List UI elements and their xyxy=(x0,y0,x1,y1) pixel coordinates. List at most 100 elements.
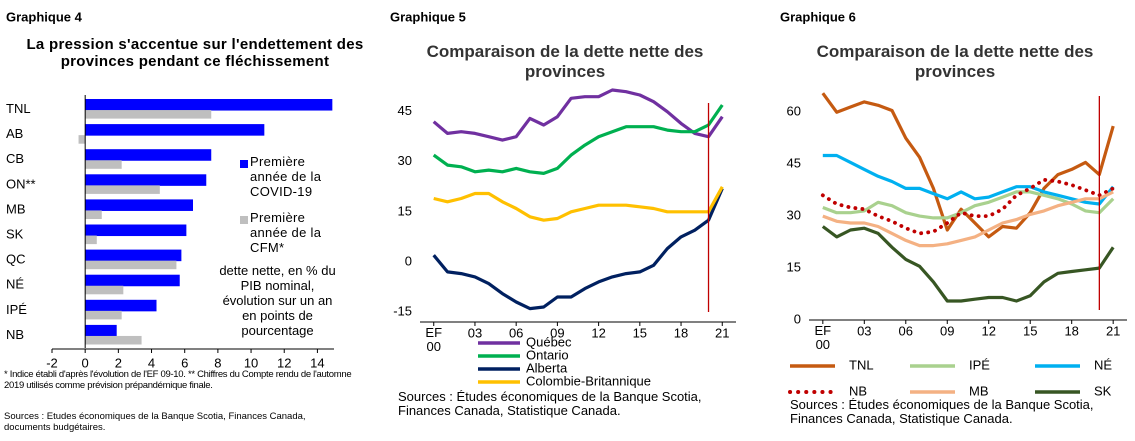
x-tick-label: 6 xyxy=(181,355,188,370)
y-tick-label: 30 xyxy=(787,208,801,223)
legend-label: Ontario xyxy=(526,347,569,362)
bar xyxy=(85,99,333,111)
bar xyxy=(85,249,182,262)
bar xyxy=(85,124,265,136)
bar xyxy=(85,149,212,161)
legend-label-box: Première année de la COVID-19 xyxy=(250,155,321,199)
bar xyxy=(85,199,193,211)
y-tick-label: 0 xyxy=(794,311,801,326)
series-line xyxy=(432,187,724,311)
source: Sources : Études économiques de la Banqu… xyxy=(790,398,1094,427)
category-label: SK xyxy=(6,226,24,241)
legend-label: TNL xyxy=(849,357,874,372)
bar xyxy=(85,285,124,295)
chart-title-box: Comparaison de la dette nette des provin… xyxy=(426,42,704,81)
y-tick-label: 15 xyxy=(398,203,412,218)
source: Sources : Études économiques de la Banqu… xyxy=(398,390,702,419)
legend-label: IPÉ xyxy=(969,357,990,372)
y-tick-label: 60 xyxy=(787,104,801,119)
legend-label: Colombie-Britannique xyxy=(526,373,651,388)
category-label: ON** xyxy=(6,176,36,191)
legend-label: Première année de la CFM* xyxy=(250,211,322,255)
series-line xyxy=(822,190,1115,220)
chart-label: Graphique 5 xyxy=(390,9,466,24)
bar xyxy=(85,224,187,237)
bar xyxy=(85,235,97,245)
x-tick-label: 06 xyxy=(899,323,913,338)
y-tick-label: 45 xyxy=(398,103,412,118)
bar xyxy=(85,310,122,320)
x-tick-label: EF 00 xyxy=(425,325,442,354)
bar xyxy=(85,335,142,345)
axis-note: dette nette, en % du PIB nominal, évolut… xyxy=(219,264,336,338)
bar xyxy=(85,299,157,312)
legend-label: NB xyxy=(849,383,867,398)
bar xyxy=(85,324,117,337)
x-tick-label: 15 xyxy=(1023,323,1037,338)
y-tick-label: 30 xyxy=(398,153,412,168)
legend-label: SK xyxy=(1094,383,1112,398)
bar xyxy=(85,174,207,186)
series-line xyxy=(821,225,1115,303)
x-tick-label: 0 xyxy=(82,355,89,370)
bar xyxy=(85,260,177,270)
x-tick-label: EF 00 xyxy=(815,323,832,352)
source-box: Sources : Études économiques de la Banqu… xyxy=(4,412,306,433)
x-tick-label: 09 xyxy=(940,323,954,338)
x-tick-label: 14 xyxy=(310,355,324,370)
x-tick-label: 12 xyxy=(277,355,291,370)
y-tick-label: 45 xyxy=(787,156,801,171)
series-line xyxy=(820,177,1116,236)
legend-label: NÉ xyxy=(1094,357,1112,372)
chart-label: Graphique 6 xyxy=(780,9,856,24)
bar xyxy=(78,135,86,144)
category-label: NB xyxy=(6,327,24,342)
x-tick-label: 15 xyxy=(633,325,647,340)
x-tick-label: -2 xyxy=(46,355,58,370)
series-line xyxy=(432,104,724,175)
x-tick-label: 12 xyxy=(982,323,996,338)
category-label: QC xyxy=(6,252,26,267)
category-label: IPÉ xyxy=(6,302,27,317)
x-tick-label: 03 xyxy=(857,323,871,338)
chart-title: Comparaison de la dette nette des provin… xyxy=(426,42,704,81)
source: Sources : Études économiques de la Banqu… xyxy=(4,412,306,433)
legend-label: MB xyxy=(969,383,989,398)
x-tick-label: 4 xyxy=(148,355,155,370)
x-tick-label: 10 xyxy=(244,355,258,370)
x-tick-label: 21 xyxy=(715,325,729,340)
bar xyxy=(85,160,122,169)
y-tick-label: 15 xyxy=(787,259,801,274)
bar xyxy=(85,274,180,287)
legend-label: Québec xyxy=(526,334,572,349)
category-label: CB xyxy=(6,151,24,166)
bar xyxy=(85,185,160,194)
series-line xyxy=(432,88,724,142)
bar xyxy=(85,210,102,219)
legend-swatch xyxy=(240,216,248,224)
source-box: Sources : Études économiques de la Banqu… xyxy=(790,398,1094,427)
series-line xyxy=(821,92,1115,239)
x-tick-label: 18 xyxy=(674,325,688,340)
chart-label: Graphique 4 xyxy=(6,9,83,24)
category-label: MB xyxy=(6,201,26,216)
bar xyxy=(85,110,212,119)
chart-title: Comparaison de la dette nette des provin… xyxy=(816,42,1094,81)
series-line xyxy=(822,153,1115,206)
footnote: * Indice établi d'après l'évolution de l… xyxy=(4,370,352,391)
y-tick-label: 0 xyxy=(405,253,412,268)
x-tick-label: 06 xyxy=(509,325,523,340)
y-tick-label: -15 xyxy=(393,303,412,318)
axis-note-box: dette nette, en % du PIB nominal, évolut… xyxy=(219,264,336,338)
x-tick-label: 09 xyxy=(550,325,564,340)
chart-title-box: La pression s'accentue sur l'endettement… xyxy=(26,36,363,70)
x-tick-label: 8 xyxy=(214,355,221,370)
footnote-box: * Indice établi d'après l'évolution de l… xyxy=(4,370,352,391)
legend-swatch xyxy=(240,160,248,168)
x-tick-label: 21 xyxy=(1106,323,1120,338)
source-box: Sources : Études économiques de la Banqu… xyxy=(398,390,702,419)
series-line xyxy=(433,186,724,222)
category-label: AB xyxy=(6,126,23,141)
category-label: TNL xyxy=(6,101,31,116)
